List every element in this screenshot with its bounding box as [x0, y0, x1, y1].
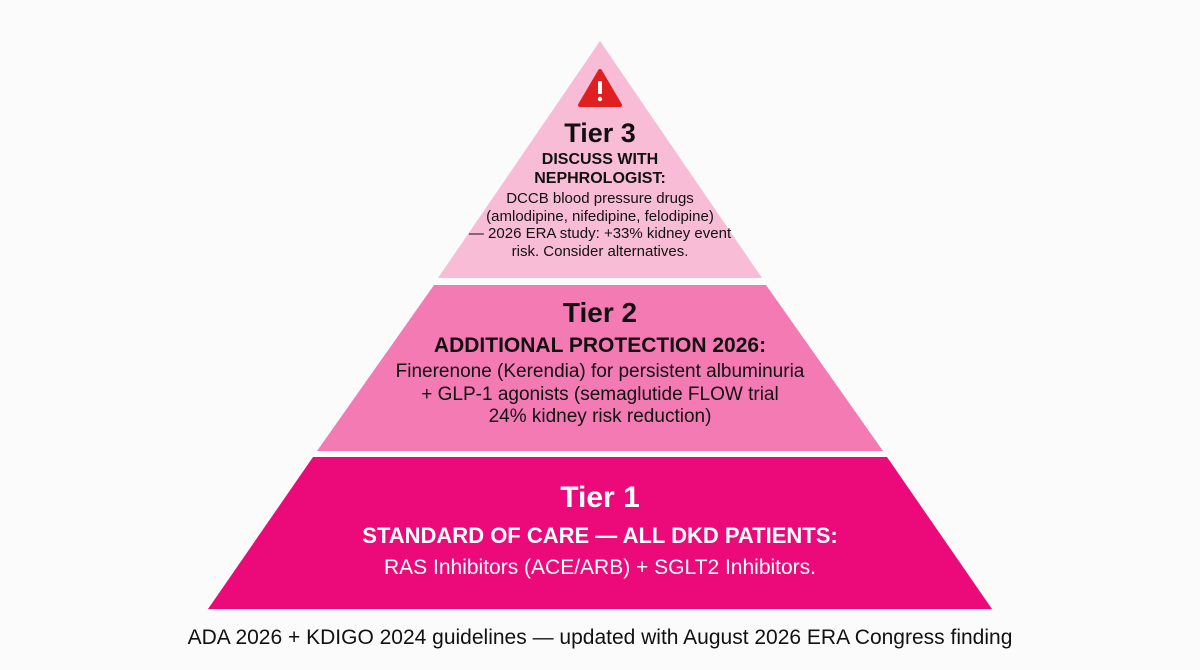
tier-2-text: Tier 2 ADDITIONAL PROTECTION 2026: Finer…	[340, 297, 860, 429]
tier-2-body: Finerenone (Kerendia) for persistent alb…	[395, 360, 805, 428]
tier-3-title: Tier 3	[564, 118, 636, 148]
tier-1-text: Tier 1 STANDARD OF CARE — ALL DKD PATIEN…	[240, 481, 960, 580]
tier-3-body: DCCB blood pressure drugs (amlodipine, n…	[468, 190, 732, 260]
tier-3-heading: DISCUSS WITH NEPHROLOGIST:	[534, 151, 666, 187]
tier-3-text: Tier 3 DISCUSS WITH NEPHROLOGIST: DCCB b…	[450, 118, 750, 260]
tier-2-segment	[317, 285, 883, 451]
footer-caption: ADA 2026 + KDIGO 2024 guidelines — updat…	[187, 626, 1013, 649]
tier-1-title: Tier 1	[560, 481, 640, 514]
tier-2-heading: ADDITIONAL PROTECTION 2026:	[433, 334, 767, 358]
tier-1-segment	[208, 457, 992, 609]
tier-1-heading: STANDARD OF CARE — ALL DKD PATIENTS:	[362, 522, 838, 548]
tier-1-body: RAS Inhibitors (ACE/ARB) + SGLT2 Inhibit…	[383, 556, 817, 580]
tier-3-segment	[438, 41, 762, 278]
tier-2-title: Tier 2	[562, 297, 638, 328]
warning-icon	[578, 69, 622, 107]
